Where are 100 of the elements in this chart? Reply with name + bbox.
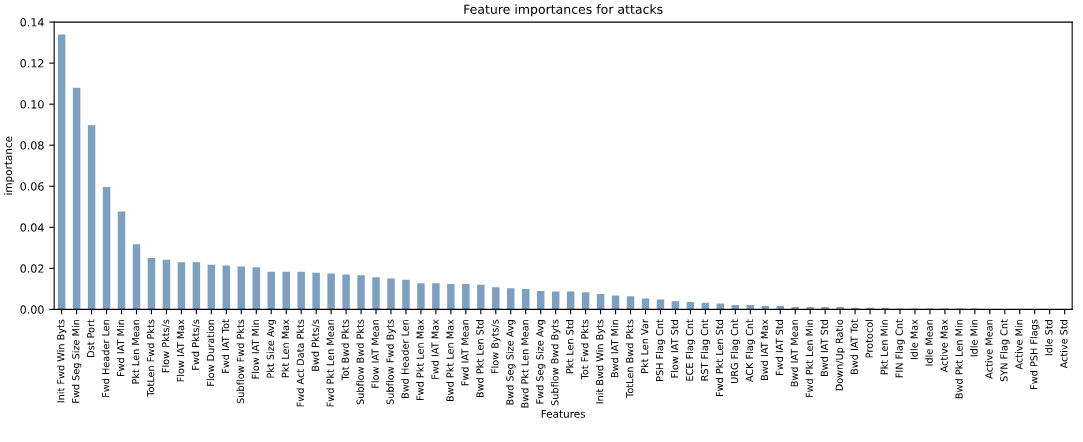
x-tick-label: Bwd IAT Min (610, 319, 619, 378)
y-axis-title: importance (4, 136, 15, 195)
x-tick-label: Subflow Fwd Pkts (236, 319, 245, 404)
bar (207, 264, 216, 310)
bar (327, 273, 335, 310)
x-tick-label: Pkt Len Max (281, 319, 290, 378)
bar (387, 278, 395, 310)
bar (312, 272, 320, 310)
bar (581, 292, 590, 310)
x-tick-label: Flow IAT Max (176, 319, 185, 382)
x-tick-label: Active Min (1015, 319, 1023, 370)
x-tick-label: Bwd IAT Mean (790, 319, 799, 387)
chart-title: Feature importances for attacks (464, 4, 663, 17)
x-tick-label: Subflow Bwd Byts (550, 319, 561, 406)
bar (297, 271, 305, 310)
x-tick-label: Flow Duration (206, 319, 215, 386)
x-tick-label: Fwd IAT Min (116, 319, 125, 377)
y-tick-label: 0.10 (20, 100, 44, 109)
x-tick-label: Bwd Header Len (401, 319, 409, 398)
x-tick-label: Fwd Pkt Len Mean (326, 319, 334, 407)
x-tick-label: PSH Flag Cnt (655, 319, 666, 381)
x-tick-label: Active Max (940, 319, 948, 373)
bar (222, 265, 231, 310)
bar (102, 186, 111, 310)
x-tick-label: Pkt Len Mean (131, 319, 140, 384)
x-tick-label: TotLen Fwd Pkts (146, 319, 155, 397)
x-tick-label: Idle Max (910, 319, 918, 360)
x-tick-label: Bwd Pkt Len Min (955, 319, 963, 399)
x-tick-label: Idle Min (970, 319, 978, 357)
x-tick-label: Idle Std (1045, 320, 1053, 356)
x-tick-label: Active Std (1059, 320, 1068, 369)
x-tick-label: Down/Up Ratio (835, 319, 845, 391)
y-tick-label: 0.08 (20, 141, 44, 150)
x-tick-label: Fwd Pkt Len Min (805, 319, 813, 398)
x-tick-label: Fwd Pkt Len Std (715, 320, 724, 396)
x-tick-label: Fwd IAT Std (775, 320, 784, 375)
x-tick-label: Bwd Pkt Len Max (446, 319, 454, 402)
x-tick-label: Pkt Len Std (565, 320, 574, 374)
bar (117, 211, 126, 310)
bar (417, 283, 425, 310)
x-tick-label: Bwd Pkts/s (311, 319, 320, 371)
bar (432, 283, 440, 310)
bar (57, 34, 66, 310)
bar (521, 289, 530, 310)
x-tick-label: ACK Flag Cnt (745, 319, 755, 383)
x-tick-label: Pkt Size Avg (266, 320, 276, 378)
x-tick-label: Dst Port (87, 319, 95, 357)
bar (72, 87, 81, 310)
x-tick-label: Tot Fwd Pkts (580, 319, 589, 380)
bar (147, 257, 156, 310)
bar (237, 266, 246, 310)
x-tick-label: Fwd Seg Size Min (71, 319, 82, 403)
x-tick-label: Fwd IAT Max (431, 319, 439, 379)
x-tick-label: Flow IAT Std (670, 320, 679, 378)
x-tick-label: Init Bwd Win Byts (595, 319, 606, 404)
x-tick-label: Flow IAT Mean (371, 319, 379, 388)
bar (671, 301, 680, 310)
x-tick-label: Bwd Pkt Len Std (476, 320, 484, 398)
bar (342, 274, 350, 310)
bar (492, 287, 500, 310)
x-tick-label: Fwd Header Len (101, 319, 110, 397)
x-tick-label: Bwd Seg Size Avg (506, 320, 516, 405)
x-tick-label: Flow Byts/s (491, 319, 501, 374)
x-tick-label: Bwd IAT Max (760, 319, 769, 380)
x-tick-label: Fwd IAT Tot (221, 319, 230, 373)
x-tick-label: Bwd IAT Std (820, 320, 828, 376)
x-tick-label: Fwd IAT Mean (461, 319, 469, 386)
x-tick-label: Fwd Act Data Pkts (296, 319, 304, 407)
bar (357, 275, 365, 310)
x-tick-label: Active Mean (985, 319, 993, 379)
x-tick-label: Flow IAT Min (251, 319, 260, 379)
x-tick-label: FIN Flag Cnt (895, 319, 905, 378)
x-tick-label: Bwd Pkt Len Mean (521, 319, 529, 408)
x-tick-label: Protocol (865, 320, 873, 358)
y-tick-label: 0.02 (20, 264, 44, 273)
x-tick-label: Flow Pkts/s (161, 319, 171, 373)
y-tick-label: 0.12 (20, 59, 44, 68)
x-tick-label: Fwd Pkts/s (191, 319, 200, 370)
x-tick-label: URG Flag Cnt (730, 319, 741, 384)
bar (611, 295, 620, 310)
x-tick-label: TotLen Bwd Pkts (625, 319, 634, 398)
x-tick-label: Idle Mean (925, 319, 933, 366)
x-tick-label: SYN Flag Cnt (1000, 319, 1010, 382)
y-tick-label: 0.04 (20, 223, 44, 232)
bar (447, 283, 455, 310)
bar (462, 283, 470, 310)
x-tick-label: RST Flag Cnt (700, 319, 711, 381)
bar (162, 259, 171, 310)
x-tick-label: Fwd PSH Flags (1030, 319, 1040, 389)
bar (372, 277, 380, 310)
bar (192, 262, 201, 310)
x-tick-label: Fwd Seg Size Avg (536, 320, 546, 404)
bar (716, 303, 725, 310)
x-axis-title: Features (541, 410, 586, 418)
x-tick-label: Tot Bwd Pkts (341, 319, 349, 381)
x-tick-label: Fwd Pkt Len Max (416, 319, 424, 400)
y-tick-label: 0.06 (20, 182, 44, 191)
bar (402, 279, 410, 310)
bar (596, 294, 605, 310)
bar (477, 284, 485, 310)
